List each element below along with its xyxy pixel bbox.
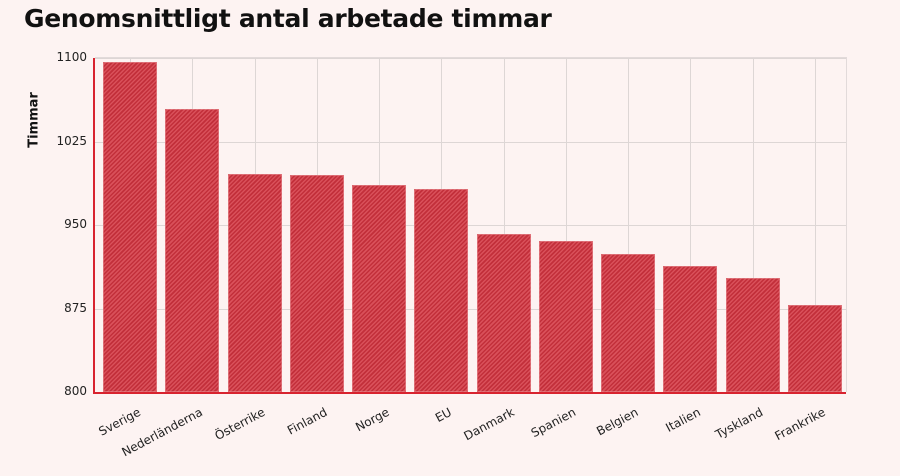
plot-area [93, 57, 847, 394]
chart-title: Genomsnittligt antal arbetade timmar [24, 4, 552, 33]
bar-nederländerna [165, 109, 220, 392]
bar-eu [414, 189, 469, 392]
x-tick-label: Spanien [528, 405, 578, 441]
x-tick-label: Danmark [461, 405, 517, 444]
bar-spanien [538, 240, 593, 392]
x-tick-label: Österrike [212, 405, 267, 444]
bar-tyskland [725, 278, 780, 392]
h-gridline [95, 225, 846, 226]
y-tick-label: 800 [64, 384, 87, 398]
x-tick-label: Tyskland [712, 405, 765, 442]
y-tick-label: 1100 [56, 50, 87, 64]
x-tick-label: Norge [353, 405, 392, 435]
bar-norge [352, 184, 407, 392]
bar-österrike [227, 173, 282, 392]
bar-finland [289, 174, 344, 392]
bar-frankrike [787, 305, 842, 392]
x-tick-label: Italien [663, 405, 704, 435]
x-tick-label: Finland [284, 405, 330, 438]
bar-belgien [601, 253, 656, 392]
y-tick-label: 1025 [56, 133, 87, 148]
y-axis-line [93, 58, 95, 392]
y-tick-label: 950 [64, 217, 87, 231]
bar-danmark [476, 233, 531, 392]
y-axis-label: Timmar [26, 92, 42, 148]
x-tick-label: Sverige [96, 405, 144, 439]
bar-italien [663, 266, 718, 392]
h-gridline [95, 58, 846, 59]
x-axis-line [93, 392, 846, 394]
x-tick-label: Frankrike [772, 405, 828, 444]
x-tick-label: EU [433, 405, 455, 426]
bar-sverige [103, 62, 158, 392]
h-gridline [95, 141, 846, 143]
y-tick-label: 875 [64, 300, 87, 315]
x-tick-label: Belgien [594, 405, 641, 439]
h-gridline [95, 308, 846, 310]
